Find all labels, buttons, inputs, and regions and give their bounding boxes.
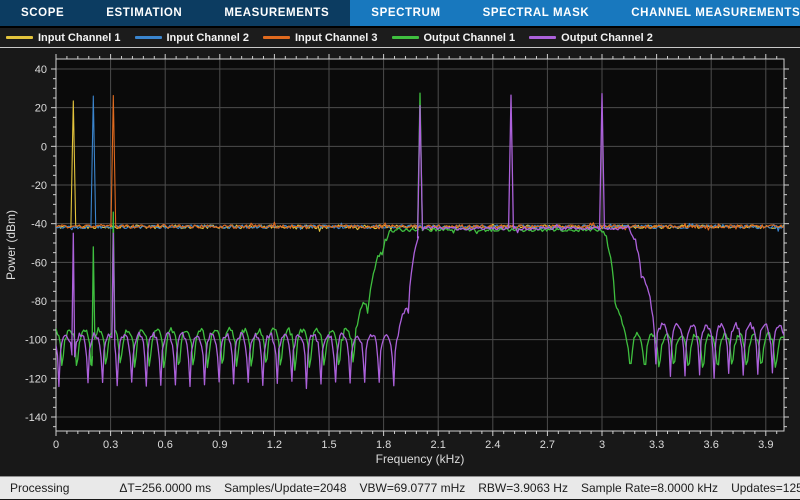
line-swatch xyxy=(6,36,33,39)
svg-text:0.9: 0.9 xyxy=(212,439,227,451)
legend-label: Input Channel 2 xyxy=(166,31,250,44)
svg-text:Power (dBm): Power (dBm) xyxy=(4,210,18,280)
status-state: Processing xyxy=(10,481,70,495)
svg-text:0: 0 xyxy=(53,439,59,451)
svg-text:-120: -120 xyxy=(25,373,47,385)
legend-item-output-channel-2[interactable]: Output Channel 2 xyxy=(529,32,653,44)
svg-text:1.5: 1.5 xyxy=(321,439,336,451)
svg-text:2.4: 2.4 xyxy=(485,439,500,451)
tab-scope[interactable]: SCOPE xyxy=(21,7,65,19)
legend-label: Output Channel 1 xyxy=(423,31,516,44)
status-sample-rate: Sample Rate=8.0000 kHz xyxy=(580,481,719,495)
tab-measurements[interactable]: MEASUREMENTS xyxy=(224,7,330,19)
status-updates: Updates=1250 xyxy=(731,481,800,495)
svg-text:3.6: 3.6 xyxy=(704,439,719,451)
svg-text:Frequency (kHz): Frequency (kHz) xyxy=(376,452,465,466)
legend-item-input-channel-2[interactable]: Input Channel 2 xyxy=(134,31,250,44)
tab-channel-measurements[interactable]: CHANNEL MEASUREMENTS xyxy=(631,7,800,19)
status-delta-t: ΔT=256.0000 ms xyxy=(119,481,212,495)
svg-text:0.6: 0.6 xyxy=(158,439,173,451)
contextual-tab-group: SPECTRUM SPECTRAL MASK CHANNEL MEASUREME… xyxy=(350,0,800,26)
svg-text:-140: -140 xyxy=(25,412,47,424)
svg-text:-40: -40 xyxy=(31,219,47,231)
plot-panel: 0 0.3 0.6 0.9 1.2 1.5 1.8 2.1 2.4 2.7 3 3.3 3.6 3.9 40… xyxy=(0,48,800,476)
legend-label: Output Channel 2 xyxy=(561,31,653,44)
toolstrip: SCOPE ESTIMATION MEASUREMENTS SPECTRUM S… xyxy=(0,0,800,28)
legend-label: Input Channel 1 xyxy=(38,31,121,44)
legend: Input Channel 1 Input Channel 2 Input Ch… xyxy=(0,28,800,48)
svg-text:-60: -60 xyxy=(31,257,47,269)
tab-spectrum[interactable]: SPECTRUM xyxy=(371,7,441,19)
svg-text:3.3: 3.3 xyxy=(649,439,664,451)
status-rbw: RBW=3.9063 Hz xyxy=(478,481,568,495)
svg-text:2.7: 2.7 xyxy=(540,439,555,451)
legend-item-output-channel-1[interactable]: Output Channel 1 xyxy=(391,31,516,44)
legend-item-input-channel-1[interactable]: Input Channel 1 xyxy=(6,32,121,44)
svg-text:0.3: 0.3 xyxy=(103,439,118,451)
svg-text:1.8: 1.8 xyxy=(376,439,391,451)
svg-text:3: 3 xyxy=(599,439,605,451)
legend-label: Input Channel 3 xyxy=(295,31,378,44)
status-vbw: VBW=69.0777 mHz xyxy=(359,481,466,495)
tab-estimation[interactable]: ESTIMATION xyxy=(106,7,183,19)
status-bar: Processing ΔT=256.0000 ms Samples/Update… xyxy=(0,476,800,499)
svg-text:-20: -20 xyxy=(31,180,47,192)
line-swatch xyxy=(263,36,290,39)
line-swatch xyxy=(391,36,419,39)
svg-text:40: 40 xyxy=(35,64,47,76)
spectrum-plot[interactable]: 0 0.3 0.6 0.9 1.2 1.5 1.8 2.1 2.4 2.7 3 3.3 3.6 3.9 40… xyxy=(0,48,800,476)
svg-text:-80: -80 xyxy=(31,296,47,308)
svg-text:0: 0 xyxy=(41,141,47,153)
svg-text:1.2: 1.2 xyxy=(267,439,282,451)
tab-spectral-mask[interactable]: SPECTRAL MASK xyxy=(482,7,590,19)
status-samples: Samples/Update=2048 xyxy=(224,481,347,495)
svg-text:3.9: 3.9 xyxy=(758,439,773,451)
svg-text:2.1: 2.1 xyxy=(431,439,446,451)
line-swatch xyxy=(529,36,557,39)
svg-text:-100: -100 xyxy=(25,335,47,347)
line-swatch xyxy=(134,36,162,39)
legend-item-input-channel-3[interactable]: Input Channel 3 xyxy=(263,32,378,44)
svg-text:20: 20 xyxy=(35,103,47,115)
